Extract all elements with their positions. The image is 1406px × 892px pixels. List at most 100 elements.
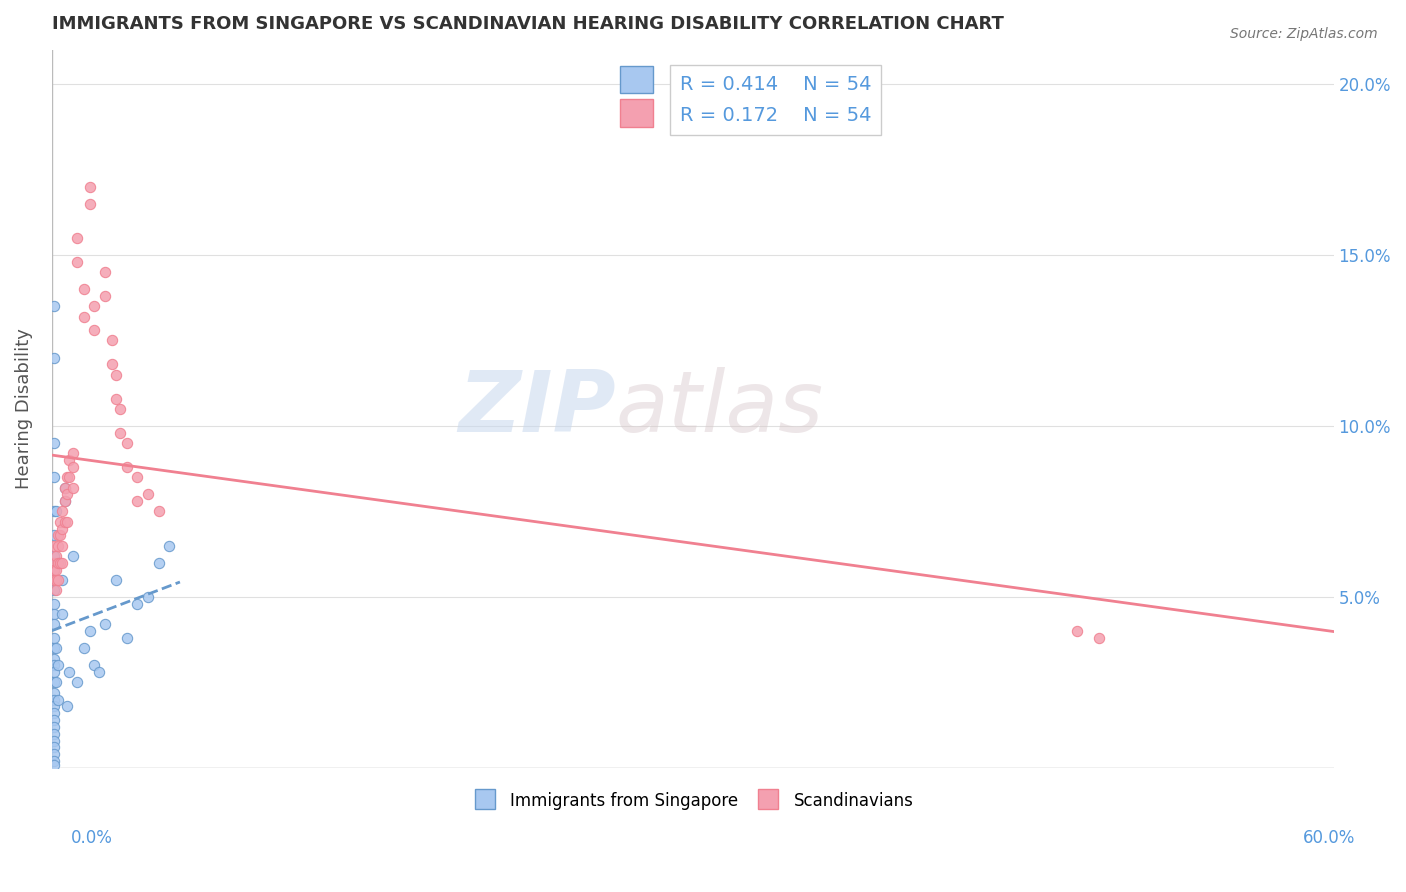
Point xyxy=(66,255,89,269)
Point xyxy=(100,334,122,348)
Point xyxy=(53,494,76,508)
Text: Source: ZipAtlas.com: Source: ZipAtlas.com xyxy=(1230,27,1378,41)
Legend: Immigrants from Singapore, Scandinavians: Immigrants from Singapore, Scandinavians xyxy=(465,786,920,817)
Point xyxy=(55,699,77,714)
Point xyxy=(45,504,67,518)
Point xyxy=(46,658,69,673)
Point xyxy=(108,401,131,416)
Text: atlas: atlas xyxy=(616,368,824,450)
Point xyxy=(46,573,69,587)
Point xyxy=(83,323,105,337)
Point xyxy=(42,617,65,632)
Point xyxy=(42,641,65,656)
Text: IMMIGRANTS FROM SINGAPORE VS SCANDINAVIAN HEARING DISABILITY CORRELATION CHART: IMMIGRANTS FROM SINGAPORE VS SCANDINAVIA… xyxy=(52,15,1004,33)
Point xyxy=(45,573,67,587)
Point xyxy=(42,299,65,313)
Point xyxy=(127,597,149,611)
Point xyxy=(58,453,80,467)
Point xyxy=(51,539,73,553)
Point xyxy=(46,539,69,553)
Point xyxy=(136,590,159,604)
Point xyxy=(51,607,73,621)
Point xyxy=(94,265,117,279)
Point xyxy=(42,658,65,673)
Point xyxy=(49,528,72,542)
FancyBboxPatch shape xyxy=(620,66,652,93)
Point xyxy=(66,231,89,245)
Point xyxy=(42,504,65,518)
Point xyxy=(53,515,76,529)
Point xyxy=(42,351,65,365)
Point xyxy=(51,556,73,570)
Point xyxy=(1087,631,1109,645)
Y-axis label: Hearing Disability: Hearing Disability xyxy=(15,328,32,490)
Point xyxy=(49,556,72,570)
Point xyxy=(83,658,105,673)
Point xyxy=(45,549,67,563)
Text: ZIP: ZIP xyxy=(458,368,616,450)
Point xyxy=(79,196,101,211)
FancyBboxPatch shape xyxy=(620,99,652,127)
Point xyxy=(94,617,117,632)
Point xyxy=(104,573,127,587)
Point xyxy=(51,522,73,536)
Point xyxy=(42,665,65,680)
Point xyxy=(127,494,149,508)
Point xyxy=(115,460,138,475)
Point xyxy=(42,436,65,450)
Point xyxy=(42,720,65,734)
Point xyxy=(83,299,105,313)
Point xyxy=(55,515,77,529)
Point xyxy=(58,665,80,680)
Point xyxy=(42,597,65,611)
Point xyxy=(157,539,180,553)
Point xyxy=(108,425,131,440)
Point xyxy=(53,481,76,495)
Point xyxy=(42,740,65,755)
Point xyxy=(79,179,101,194)
Point xyxy=(42,733,65,747)
Point xyxy=(42,686,65,700)
Point xyxy=(62,549,84,563)
Point xyxy=(42,563,65,577)
Point xyxy=(42,631,65,645)
Point xyxy=(42,699,65,714)
Point xyxy=(73,310,96,324)
Point xyxy=(49,515,72,529)
Point xyxy=(62,481,84,495)
Point xyxy=(62,460,84,475)
Point xyxy=(79,624,101,639)
Point xyxy=(42,549,65,563)
Point xyxy=(1066,624,1088,639)
Point xyxy=(46,692,69,706)
Point xyxy=(42,573,65,587)
Point xyxy=(42,706,65,721)
Point xyxy=(42,747,65,762)
Point xyxy=(136,487,159,501)
Point xyxy=(42,583,65,598)
Point xyxy=(42,563,65,577)
Point xyxy=(51,504,73,518)
Point xyxy=(104,368,127,382)
Point xyxy=(42,470,65,484)
Point xyxy=(42,692,65,706)
Point xyxy=(45,641,67,656)
Point xyxy=(55,487,77,501)
Point xyxy=(58,470,80,484)
Point xyxy=(42,651,65,665)
Point xyxy=(42,556,65,570)
Point xyxy=(100,358,122,372)
Point xyxy=(42,539,65,553)
Point xyxy=(73,282,96,296)
Point xyxy=(45,583,67,598)
Point xyxy=(115,436,138,450)
Text: 60.0%: 60.0% xyxy=(1302,829,1355,847)
Point xyxy=(53,494,76,508)
Point xyxy=(51,573,73,587)
Point xyxy=(94,289,117,303)
Point xyxy=(42,528,65,542)
Point xyxy=(42,727,65,741)
Point xyxy=(42,754,65,768)
Point xyxy=(46,528,69,542)
Point xyxy=(148,556,170,570)
